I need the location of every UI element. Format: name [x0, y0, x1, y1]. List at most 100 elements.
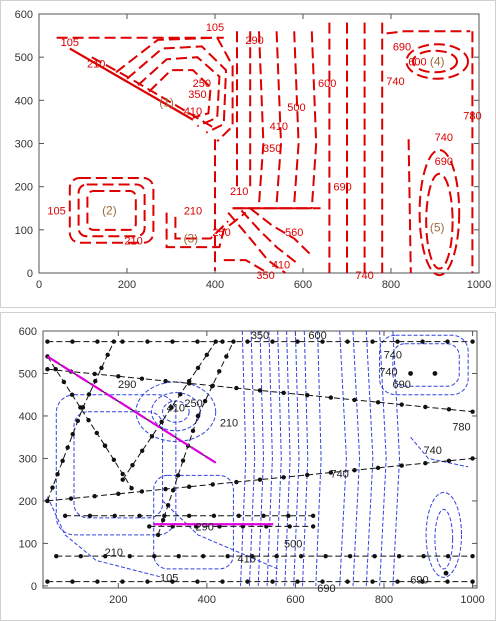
- contour-line: [386, 30, 471, 35]
- contour-line: [434, 508, 454, 570]
- contour-line: [392, 343, 460, 387]
- contour-line: [223, 259, 269, 274]
- contour-line: [55, 394, 177, 536]
- mesh-node: [170, 488, 176, 493]
- mesh-node: [120, 477, 125, 482]
- contour-level-label: 410: [167, 402, 185, 414]
- mesh-node: [120, 471, 125, 477]
- mesh-node: [116, 491, 121, 497]
- mesh-node: [45, 339, 50, 344]
- mesh-node: [347, 553, 353, 559]
- mesh-node: [295, 339, 300, 344]
- contour-line: [392, 330, 401, 586]
- bottom-x-tick-label: 600: [286, 594, 304, 606]
- bottom-y-tick-label: 500: [19, 368, 37, 380]
- contour-level-label: 740: [384, 349, 402, 361]
- mesh-node: [120, 579, 125, 584]
- contour-level-label: 500: [287, 102, 305, 114]
- mesh-node: [112, 513, 117, 518]
- region-label: (4): [430, 54, 445, 68]
- mesh-node: [163, 378, 168, 384]
- contour-level-label: 290: [195, 521, 213, 533]
- mesh-node: [421, 553, 426, 559]
- contour-line: [148, 69, 212, 119]
- mesh-node: [69, 392, 75, 397]
- mesh-node: [396, 553, 402, 559]
- contour-line: [310, 31, 318, 209]
- contour-level-label: 350: [251, 330, 269, 342]
- mesh-node: [217, 369, 222, 374]
- contour-plot-top: 0 200 400 600 800 1000 0 100 200 300 400 500 600 105 2…: [0, 0, 496, 308]
- contour-level-label: 740: [435, 132, 453, 144]
- mesh-node: [225, 553, 230, 559]
- contour-line: [227, 211, 286, 274]
- contour-level-label: 250: [193, 78, 211, 90]
- mesh-node: [140, 448, 145, 453]
- mesh-node: [320, 579, 325, 584]
- mesh-node: [61, 379, 67, 385]
- mesh-node: [195, 365, 201, 371]
- mesh-node: [305, 472, 310, 478]
- mesh-node: [54, 553, 59, 559]
- mesh-node: [432, 371, 438, 376]
- mesh-node: [310, 513, 316, 518]
- bottom-x-tick-label: 400: [198, 594, 216, 606]
- contour-line: [249, 207, 313, 257]
- mesh-node: [186, 378, 192, 384]
- mesh-node: [86, 418, 91, 423]
- mesh-node: [204, 352, 210, 357]
- top-y-tick-label: 600: [15, 9, 33, 21]
- mesh-node: [102, 443, 108, 448]
- mesh-node: [170, 579, 175, 584]
- mesh-node: [70, 339, 75, 344]
- contour-line: [73, 411, 164, 519]
- mesh-node: [370, 339, 375, 344]
- contour-level-label: 780: [452, 422, 470, 434]
- contour-line: [339, 330, 347, 586]
- contour-line: [412, 49, 458, 74]
- mesh-node: [149, 434, 155, 439]
- contour-line: [137, 56, 221, 128]
- mesh-node: [68, 496, 74, 501]
- contour-level-label: 690: [410, 575, 428, 587]
- mesh-node: [345, 579, 350, 584]
- mesh-node: [137, 513, 142, 518]
- mesh-node: [186, 513, 192, 518]
- contour-line: [165, 211, 247, 249]
- contour-line: [248, 330, 256, 586]
- mesh-node: [372, 553, 377, 559]
- mesh-node: [78, 553, 83, 559]
- contour-level-label: 740: [355, 270, 373, 282]
- contour-line: [257, 330, 265, 586]
- contour-level-label: 210: [220, 417, 238, 429]
- mesh-node: [209, 384, 215, 389]
- mesh-node: [45, 498, 50, 504]
- mesh-line: [122, 341, 217, 480]
- contour-level-label: 740: [331, 468, 349, 480]
- contour-line: [46, 496, 163, 578]
- mesh-node: [370, 579, 375, 584]
- mesh-node: [92, 493, 97, 499]
- region-label: (1): [159, 95, 174, 109]
- contour-level-label: 560: [285, 227, 303, 239]
- contour-level-label: 105: [206, 22, 224, 34]
- mesh-node: [99, 365, 104, 371]
- contour-level-label: 690: [393, 41, 411, 53]
- highlight-segment: [46, 355, 217, 464]
- mesh-node: [152, 553, 157, 559]
- mesh-node: [270, 579, 275, 584]
- top-y-tick-label: 300: [15, 139, 33, 151]
- top-y-tick-label: 500: [15, 52, 33, 64]
- contour-level-label: 210: [230, 186, 248, 198]
- contour-line: [275, 330, 282, 586]
- mesh-node: [345, 339, 350, 344]
- mesh-node: [70, 579, 75, 584]
- mesh-node: [445, 339, 450, 344]
- mesh-node: [423, 460, 428, 466]
- contour-line: [315, 330, 322, 586]
- mesh-node: [470, 339, 475, 344]
- contour-line: [302, 330, 309, 586]
- mesh-node: [395, 339, 400, 344]
- mesh-node: [53, 367, 58, 372]
- mesh-node: [186, 484, 192, 489]
